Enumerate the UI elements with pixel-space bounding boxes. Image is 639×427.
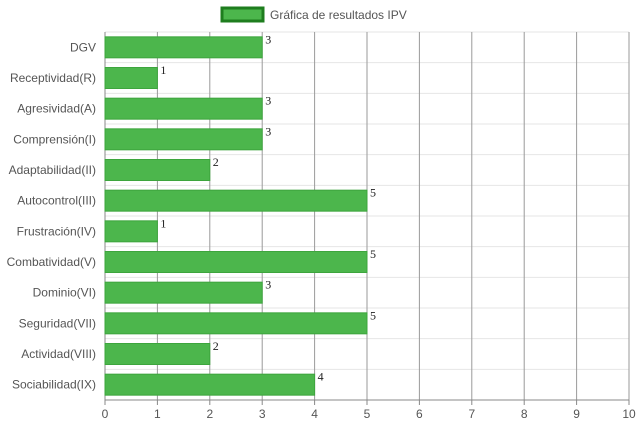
x-tick-label: 1 — [154, 407, 161, 421]
category-label: Comprensión(I) — [13, 132, 96, 146]
category-label: Autocontrol(III) — [17, 194, 96, 208]
bar[interactable] — [104, 251, 368, 273]
data-label: 5 — [370, 308, 376, 322]
legend-swatch — [220, 6, 265, 23]
x-tick-label: 3 — [259, 407, 266, 421]
bar[interactable] — [104, 159, 211, 181]
x-tick-label: 4 — [311, 407, 318, 421]
category-label: Adaptabilidad(II) — [9, 163, 96, 177]
bar[interactable] — [104, 373, 316, 396]
category-label: Dominio(VI) — [33, 286, 96, 300]
x-tick-label: 2 — [206, 407, 213, 421]
bar[interactable] — [104, 97, 263, 120]
category-labels: DGV Receptividad(R) Agresividad(A) Comprens… — [7, 40, 96, 391]
category-label: Actividad(VIII) — [21, 347, 96, 361]
data-label: 3 — [265, 124, 271, 138]
bars — [104, 36, 368, 396]
data-label: 1 — [160, 216, 166, 230]
category-label: Sociabilidad(IX) — [12, 378, 96, 392]
data-label: 2 — [213, 339, 219, 353]
category-label: DGV — [70, 40, 96, 54]
category-label: Seguridad(VII) — [19, 316, 96, 330]
data-label: 4 — [318, 370, 324, 384]
data-label: 3 — [265, 32, 271, 46]
bar[interactable] — [104, 128, 263, 151]
x-tick-label: 7 — [468, 407, 475, 421]
x-tick-label: 5 — [364, 407, 371, 421]
x-axis-ticks: 0 1 2 3 4 5 6 7 8 9 10 — [102, 400, 636, 421]
category-label: Frustración(IV) — [17, 224, 96, 238]
data-labels: 3 1 3 3 2 5 1 5 3 5 2 4 — [160, 32, 376, 383]
x-tick-label: 0 — [102, 407, 109, 421]
data-label: 3 — [265, 278, 271, 292]
bar[interactable] — [104, 312, 368, 335]
bar[interactable] — [104, 67, 158, 89]
bar[interactable] — [104, 220, 158, 243]
legend-label: Gráfica de resultados IPV — [270, 8, 407, 22]
category-label: Agresividad(A) — [17, 102, 96, 116]
data-label: 2 — [213, 155, 219, 169]
data-label: 5 — [370, 186, 376, 200]
data-label: 5 — [370, 247, 376, 261]
bar[interactable] — [104, 36, 263, 59]
data-label: 3 — [265, 94, 271, 108]
category-label: Receptividad(R) — [10, 71, 96, 85]
data-label: 1 — [160, 63, 166, 77]
x-tick-label: 8 — [521, 407, 528, 421]
legend[interactable]: Gráfica de resultados IPV — [220, 6, 407, 23]
x-tick-label: 6 — [416, 407, 423, 421]
bar[interactable] — [104, 281, 263, 304]
x-tick-label: 9 — [573, 407, 580, 421]
bar[interactable] — [104, 343, 211, 365]
x-tick-label: 10 — [622, 407, 636, 421]
category-label: Combatividad(V) — [7, 255, 96, 269]
bar[interactable] — [104, 189, 368, 212]
